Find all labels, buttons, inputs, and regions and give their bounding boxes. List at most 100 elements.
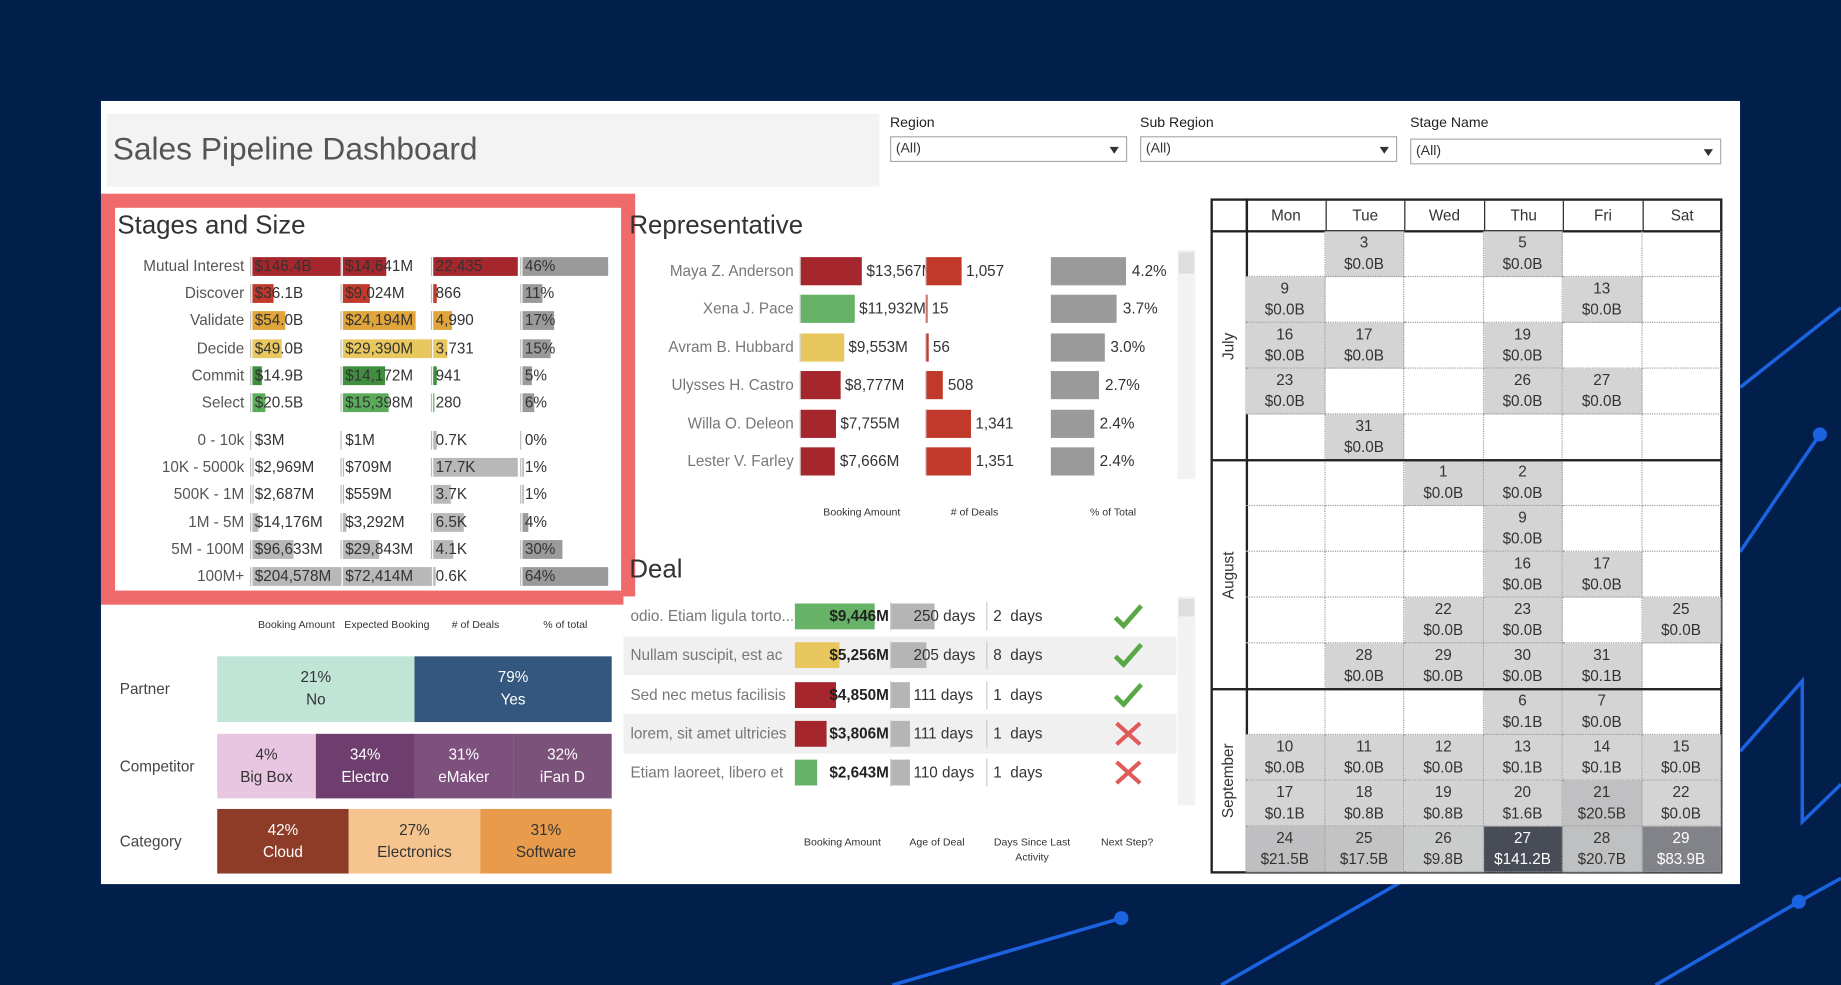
- empty-cell: [1404, 322, 1484, 369]
- breakdown-segment[interactable]: 31% eMaker: [414, 733, 514, 799]
- calendar-cell[interactable]: 7 $0.0B: [1562, 689, 1642, 735]
- bar-label: $3M: [254, 430, 285, 449]
- cell-day: 23: [1276, 371, 1294, 389]
- calendar-cell[interactable]: 26 $0.0B: [1483, 368, 1563, 415]
- calendar-cell[interactable]: 17 $0.0B: [1562, 551, 1642, 598]
- calendar-cell[interactable]: 18 $0.8B: [1324, 780, 1405, 827]
- calendar-cell[interactable]: 9 $0.0B: [1245, 277, 1325, 323]
- bar-label: 6.5K: [435, 512, 468, 531]
- dropdown-arrow: [1703, 149, 1714, 157]
- cell-day: 23: [1514, 599, 1532, 618]
- calendar-cell[interactable]: 24 $21.5B: [1245, 826, 1325, 873]
- bar: [252, 512, 259, 532]
- calendar-cell[interactable]: 30 $0.0B: [1483, 643, 1563, 690]
- cell-day: 28: [1593, 828, 1611, 847]
- cell-day: 31: [1355, 416, 1373, 435]
- divider: [889, 758, 892, 787]
- cell-day: 6: [1518, 691, 1527, 710]
- bar: [522, 338, 551, 358]
- calendar-cell[interactable]: 23 $0.0B: [1483, 597, 1563, 644]
- breakdown-segment[interactable]: 31% Software: [480, 808, 612, 874]
- weekday-header: Sat: [1641, 200, 1721, 231]
- calendar-cell[interactable]: 13 $0.0B: [1562, 277, 1642, 323]
- calendar-cell[interactable]: 9 $0.0B: [1483, 506, 1563, 552]
- empty-cell: [1641, 414, 1722, 461]
- bar: [252, 567, 341, 586]
- calendar-cell[interactable]: 6 $0.1B: [1483, 689, 1563, 735]
- calendar-cell[interactable]: 16 $0.0B: [1483, 551, 1563, 598]
- calendar-cell[interactable]: 31 $0.1B: [1562, 643, 1642, 690]
- calendar-cell[interactable]: 31 $0.0B: [1324, 414, 1405, 461]
- rep-pct-label: 3.7%: [1122, 299, 1158, 318]
- divider: [1210, 230, 1723, 232]
- calendar-cell[interactable]: 27 $0.0B: [1562, 368, 1642, 415]
- deal-booking-bar: [794, 642, 840, 669]
- calendar-cell[interactable]: 27 $141.2B: [1483, 826, 1563, 873]
- breakdown-segment[interactable]: 32% iFan D: [513, 733, 612, 799]
- breakdown-segment[interactable]: 4% Big Box: [217, 733, 316, 799]
- calendar-cell[interactable]: 29 $83.9B: [1641, 826, 1722, 873]
- column-header: Booking Amount: [823, 506, 901, 518]
- column-header: # of Deals: [451, 618, 500, 631]
- calendar-cell[interactable]: 29 $0.0B: [1404, 643, 1484, 690]
- calendar-cell[interactable]: 23 $0.0B: [1245, 368, 1325, 415]
- weekday-header: Fri: [1562, 200, 1642, 231]
- column-header: Age of Deal: [909, 835, 965, 848]
- bar-label: $29,390M: [345, 338, 414, 357]
- calendar-cell[interactable]: 25 $17.5B: [1324, 826, 1405, 873]
- cell-day: 5: [1518, 233, 1527, 252]
- divider: [430, 485, 433, 505]
- divider: [250, 366, 252, 385]
- calendar-cell[interactable]: 12 $0.0B: [1404, 734, 1484, 781]
- bar-label: $29,843M: [345, 539, 414, 558]
- divider: [430, 567, 433, 586]
- filter-dropdown[interactable]: (All): [889, 136, 1128, 163]
- empty-cell: [1404, 231, 1484, 278]
- row-label: Decide: [196, 338, 245, 357]
- breakdown-segment[interactable]: 79% Yes: [414, 656, 612, 723]
- filter-value: (All): [1415, 142, 1442, 159]
- bar-label: $2,687M: [254, 485, 315, 503]
- empty-cell: [1324, 506, 1405, 552]
- calendar-cell[interactable]: 5 $0.0B: [1483, 231, 1563, 278]
- calendar-cell[interactable]: 26 $9.8B: [1404, 826, 1484, 873]
- breakdown-segment[interactable]: 21% No: [217, 656, 415, 723]
- calendar-cell[interactable]: 3 $0.0B: [1324, 231, 1405, 278]
- calendar-cell[interactable]: 10 $0.0B: [1245, 734, 1325, 781]
- calendar-cell[interactable]: 22 $0.0B: [1404, 597, 1484, 644]
- filter-dropdown[interactable]: (All): [1140, 136, 1398, 163]
- calendar-cell[interactable]: 17 $0.1B: [1245, 780, 1325, 827]
- calendar-cell[interactable]: 17 $0.0B: [1324, 322, 1405, 369]
- calendar-cell[interactable]: 1 $0.0B: [1404, 460, 1484, 507]
- cell-day: 24: [1276, 828, 1294, 847]
- breakdown-segment[interactable]: 34% Electro: [315, 733, 415, 799]
- bar: [252, 458, 254, 477]
- calendar-cell[interactable]: 16 $0.0B: [1245, 322, 1325, 369]
- row-label: Select: [201, 393, 245, 411]
- calendar-cell[interactable]: 13 $0.1B: [1483, 734, 1563, 781]
- calendar-cell[interactable]: 28 $20.7B: [1562, 826, 1642, 873]
- calendar-cell[interactable]: 2 $0.0B: [1483, 460, 1563, 507]
- bar-label: $3,292M: [345, 512, 405, 531]
- calendar-cell[interactable]: 21 $20.5B: [1562, 780, 1642, 827]
- filter-dropdown[interactable]: (All): [1410, 138, 1722, 165]
- divider: [520, 311, 522, 331]
- calendar-cell[interactable]: 11 $0.0B: [1324, 734, 1405, 781]
- calendar-cell[interactable]: 14 $0.1B: [1562, 734, 1642, 781]
- calendar-cell[interactable]: 22 $0.0B: [1641, 780, 1722, 827]
- calendar-cell[interactable]: 19 $0.0B: [1483, 322, 1563, 369]
- bar: [342, 284, 370, 304]
- breakdown-segment[interactable]: 27% Electronics: [348, 808, 481, 874]
- segment-name: Cloud: [263, 842, 303, 861]
- bar: [522, 512, 528, 532]
- calendar-cell[interactable]: 15 $0.0B: [1641, 734, 1722, 781]
- calendar-cell[interactable]: 19 $0.8B: [1404, 780, 1484, 827]
- breakdown-segment[interactable]: 42% Cloud: [217, 808, 349, 874]
- rep-deals-bar: [926, 333, 929, 362]
- rep-pct-label: 2.4%: [1099, 452, 1135, 470]
- deal-booking-bar: [794, 603, 875, 630]
- bar: [342, 512, 347, 532]
- calendar-cell[interactable]: 25 $0.0B: [1641, 597, 1722, 644]
- calendar-cell[interactable]: 28 $0.0B: [1324, 643, 1405, 690]
- calendar-cell[interactable]: 20 $1.6B: [1483, 780, 1563, 827]
